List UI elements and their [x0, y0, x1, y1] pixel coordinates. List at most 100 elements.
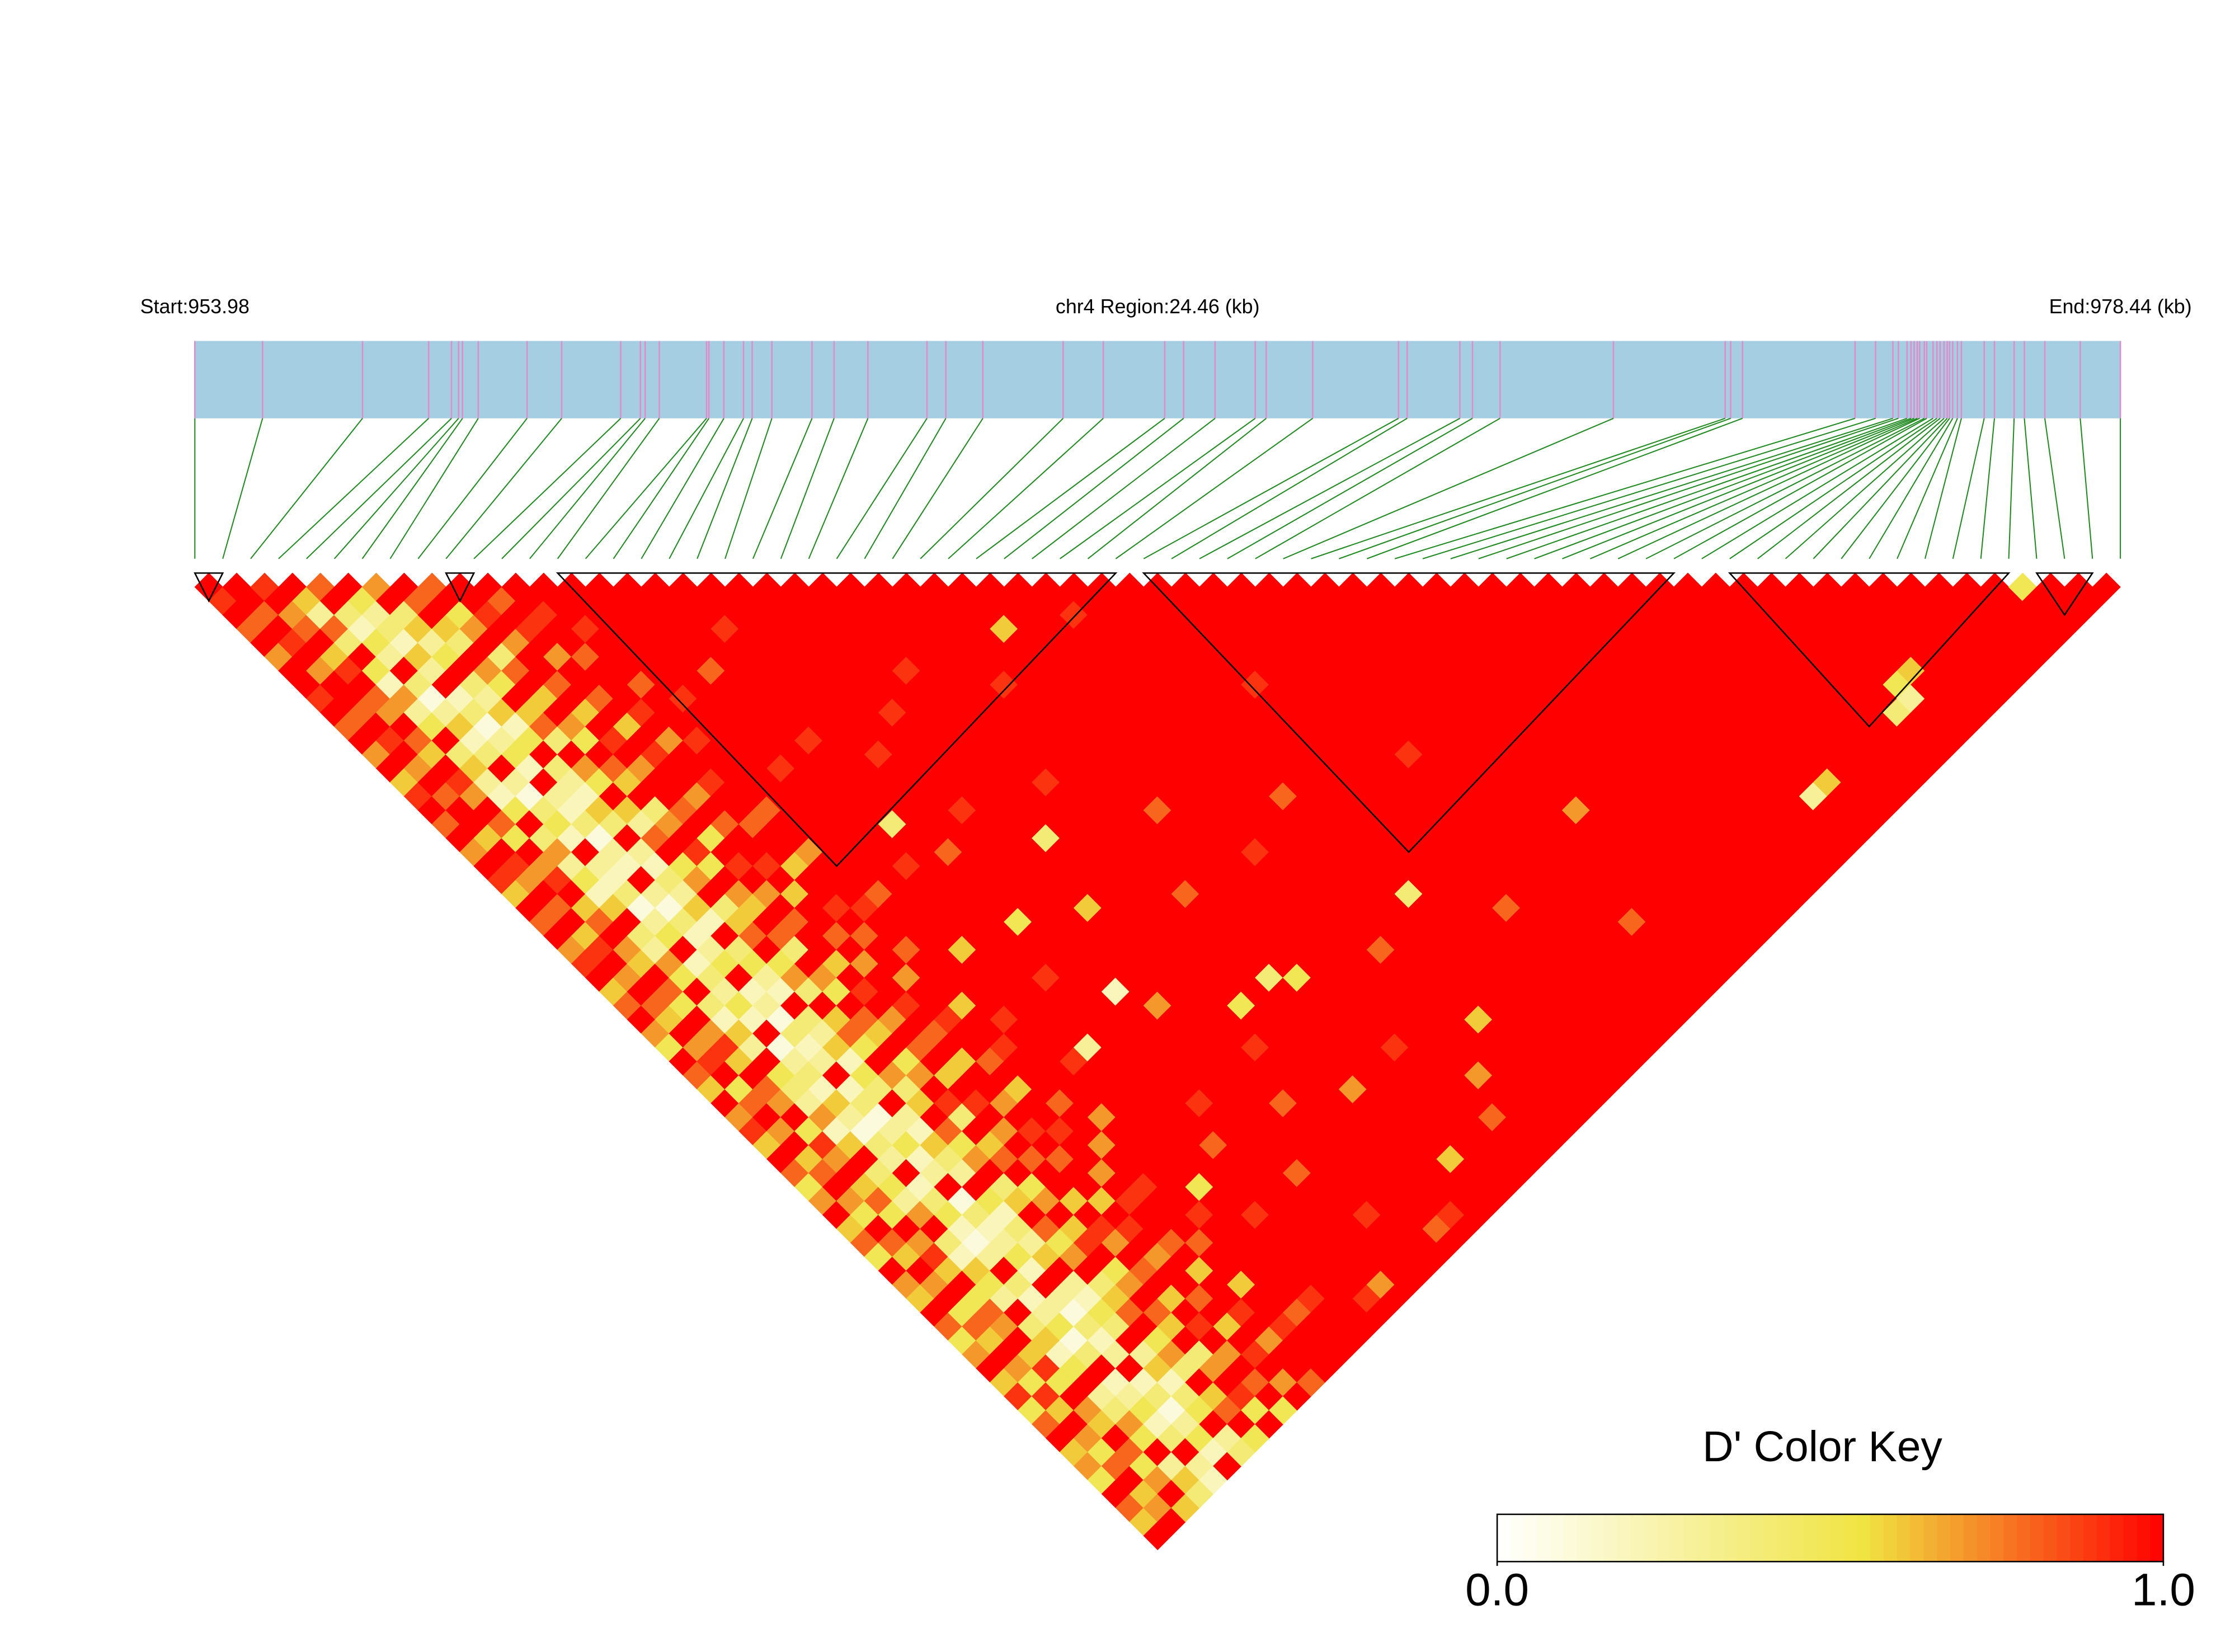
snp-connector — [473, 418, 622, 559]
snp-connector — [1199, 417, 1461, 559]
snp-connector — [361, 418, 463, 559]
snp-connector — [585, 418, 707, 559]
color-key-swatch — [1590, 1514, 1605, 1562]
snp-connector — [1032, 417, 1216, 559]
color-key-swatch — [1750, 1514, 1765, 1562]
snp-connector — [2044, 418, 2065, 559]
color-key-swatch — [1977, 1514, 1991, 1562]
color-key-swatch — [1923, 1514, 1937, 1562]
color-key-swatch — [1817, 1514, 1831, 1562]
snp-connector — [1841, 418, 1950, 559]
snp-connector — [389, 418, 479, 559]
snp-connector — [306, 418, 452, 559]
snp-connector — [1869, 418, 1954, 559]
color-key-swatch — [1950, 1514, 1964, 1562]
color-key-swatch — [1603, 1514, 1618, 1562]
snp-connector — [1227, 417, 1473, 559]
snp-connector — [250, 418, 363, 559]
color-key-swatch — [1790, 1514, 1804, 1562]
snp-connector — [1897, 418, 1958, 559]
color-key-swatch — [2123, 1514, 2138, 1562]
color-key-swatch — [1843, 1514, 1857, 1562]
ld-block — [2035, 572, 2094, 616]
color-key-swatch — [2096, 1514, 2111, 1562]
snp-connector — [2024, 418, 2038, 559]
ld-block — [1728, 572, 2011, 728]
color-key-swatch — [1803, 1514, 1818, 1562]
color-key-swatch — [1577, 1514, 1591, 1562]
snp-connector — [1589, 417, 1918, 559]
snp-connector — [1311, 417, 1726, 559]
color-key-swatch — [2110, 1514, 2124, 1562]
color-key-swatch — [1883, 1514, 1898, 1562]
snp-connector — [1115, 417, 1314, 559]
color-key-swatch — [2137, 1514, 2151, 1562]
snp-connector — [278, 418, 429, 559]
ld-cell — [2092, 572, 2121, 601]
snp-connector — [780, 418, 835, 559]
color-key-swatch — [2016, 1514, 2031, 1562]
ld-block — [194, 572, 224, 603]
snp-connector — [1729, 417, 1937, 559]
snp-connector — [892, 418, 984, 559]
snp-connector — [1422, 417, 1876, 559]
color-key-swatch — [1737, 1514, 1751, 1562]
snp-connector — [1255, 417, 1500, 559]
color-key-swatch — [2083, 1514, 2097, 1562]
snp-connector — [697, 418, 753, 559]
snp-connector — [445, 418, 562, 559]
color-key-swatch — [2003, 1514, 2017, 1562]
snp-connector — [1701, 417, 1933, 559]
color-key-swatch — [1497, 1514, 1511, 1562]
snp-connector — [752, 418, 813, 559]
snp-connector — [613, 418, 709, 559]
snp-connector — [1060, 417, 1256, 559]
snp-connector — [1143, 417, 1399, 559]
color-key-swatch — [1564, 1514, 1578, 1562]
snp-connector — [1562, 417, 1914, 559]
color-key-label: 0.0 — [1465, 1564, 1529, 1615]
snp-connector — [1506, 417, 1908, 559]
snp-connector — [920, 418, 1064, 559]
snp-connector — [1980, 418, 1996, 559]
snp-connector — [1757, 417, 1941, 559]
color-key-swatch — [1510, 1514, 1524, 1562]
color-key-swatch — [1523, 1514, 1538, 1562]
color-key-frame — [1496, 1513, 2165, 1562]
color-key-swatch — [1937, 1514, 1951, 1562]
color-key-swatch — [2150, 1514, 2164, 1562]
snp-connector — [557, 418, 660, 559]
snp-connector — [1952, 418, 1985, 559]
snp-connector — [1617, 417, 1920, 559]
color-key-swatch — [1630, 1514, 1644, 1562]
snp-connector — [1004, 417, 1184, 559]
snp-connector — [1673, 417, 1927, 559]
color-key-swatch — [1550, 1514, 1564, 1562]
color-key-swatch — [1537, 1514, 1551, 1562]
snp-connector — [808, 418, 869, 559]
snp-connector — [641, 418, 724, 559]
snp-connector — [1478, 417, 1899, 559]
snp-connector — [836, 418, 928, 559]
start-label: Start:953.98 — [140, 295, 250, 318]
snp-connector — [501, 418, 641, 559]
snp-connector — [948, 418, 1104, 559]
color-key-swatch — [1683, 1514, 1698, 1562]
snp-connector — [1645, 417, 1925, 559]
color-key-swatch — [1670, 1514, 1685, 1562]
snp-connector — [417, 418, 528, 559]
color-key-swatch — [1697, 1514, 1711, 1562]
snp-connector — [669, 418, 744, 559]
snp-connector — [1924, 418, 1962, 559]
snp-connector — [1339, 417, 1731, 559]
snp-connector — [1813, 418, 1948, 559]
color-key-swatch — [2043, 1514, 2058, 1562]
snp-connector — [864, 418, 947, 559]
color-key-swatch — [1910, 1514, 1925, 1562]
snp-connector — [1394, 417, 1856, 559]
snp-connector — [333, 418, 459, 559]
color-key-swatch — [2070, 1514, 2084, 1562]
snp-connector — [976, 417, 1165, 559]
